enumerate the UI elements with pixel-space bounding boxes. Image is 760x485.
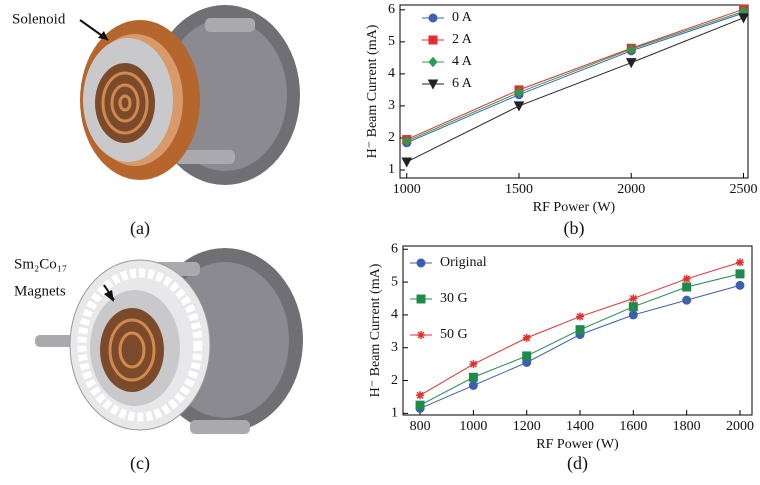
legend-label: 2 A — [452, 32, 473, 47]
legend-marker — [417, 331, 425, 339]
marker — [739, 14, 748, 23]
marker — [736, 281, 744, 289]
marker — [523, 334, 531, 342]
x-tick-label: 1600 — [619, 419, 647, 434]
x-tick-label: 1000 — [393, 182, 421, 197]
x-tick-label: 1800 — [673, 419, 701, 434]
x-tick-label: 800 — [410, 419, 431, 434]
x-tick-label: 2500 — [730, 182, 758, 197]
y-tick-label: 4 — [391, 307, 398, 322]
callout: Magnets — [14, 283, 66, 299]
magnet-illustration — [35, 248, 303, 434]
marker — [627, 59, 636, 67]
callout: Solenoid — [12, 11, 66, 27]
legend-label: 30 G — [440, 291, 468, 306]
marker — [736, 258, 744, 266]
x-tick-label: 1000 — [459, 419, 487, 434]
y-tick-label: 3 — [388, 98, 395, 113]
series-line — [420, 274, 740, 405]
y-tick-label: 4 — [388, 66, 395, 81]
legend-marker — [429, 36, 437, 44]
marker — [402, 158, 411, 167]
x-tick-label: 2000 — [726, 419, 754, 434]
marker — [629, 311, 637, 319]
panel-label: (d) — [567, 453, 588, 474]
legend-marker — [429, 58, 437, 67]
y-axis-label: H⁻ Beam Current (mA) — [365, 24, 380, 158]
legend-marker — [417, 295, 425, 303]
legend-label: 4 A — [452, 54, 473, 69]
panel-label: (b) — [564, 218, 585, 239]
y-tick-label: 1 — [391, 406, 398, 421]
y-tick-label: 6 — [391, 242, 398, 257]
marker — [576, 326, 584, 334]
marker — [576, 313, 584, 321]
x-tick-label: 2000 — [617, 182, 645, 197]
marker — [629, 303, 637, 311]
marker — [469, 381, 477, 389]
x-tick-label: 1500 — [505, 182, 533, 197]
x-axis-label: RF Power (W) — [536, 437, 619, 452]
y-tick-label: 5 — [388, 34, 395, 49]
legend-marker — [429, 14, 437, 22]
marker — [736, 270, 744, 278]
figure: Solenoid (a) Sm₂Co₁₇ Magnets (c) 1 2 3 4 5 6 1… — [0, 0, 760, 485]
plot-frame — [400, 5, 748, 178]
marker — [469, 373, 477, 381]
marker — [523, 352, 531, 360]
marker — [683, 296, 691, 304]
marker — [416, 391, 424, 399]
panel-label: (a) — [130, 218, 150, 239]
y-tick-label: 6 — [388, 2, 395, 17]
legend-label: 50 G — [440, 327, 468, 342]
y-axis-label: H⁻ Beam Current (mA) — [368, 263, 383, 397]
y-tick-label: 1 — [388, 162, 395, 177]
series-line — [420, 285, 740, 408]
x-tick-label: 1400 — [566, 419, 594, 434]
y-tick-label: 2 — [388, 130, 395, 145]
marker — [683, 283, 691, 291]
y-tick-label: 2 — [391, 373, 398, 388]
marker — [514, 102, 523, 111]
y-tick-label: 5 — [391, 274, 398, 289]
x-axis-label: RF Power (W) — [533, 200, 616, 215]
solenoid-illustration — [80, 5, 300, 185]
callout: Sm₂Co₁₇ — [14, 256, 67, 272]
legend-marker — [417, 259, 425, 267]
y-tick-label: 3 — [391, 340, 398, 355]
legend-label: Original — [440, 255, 487, 270]
marker — [629, 295, 637, 303]
marker — [469, 360, 477, 368]
panel-label: (c) — [130, 453, 150, 474]
legend-label: 0 A — [452, 10, 473, 25]
x-tick-label: 1200 — [513, 419, 541, 434]
marker — [683, 275, 691, 283]
legend-label: 6 A — [452, 76, 473, 91]
marker — [416, 401, 424, 409]
